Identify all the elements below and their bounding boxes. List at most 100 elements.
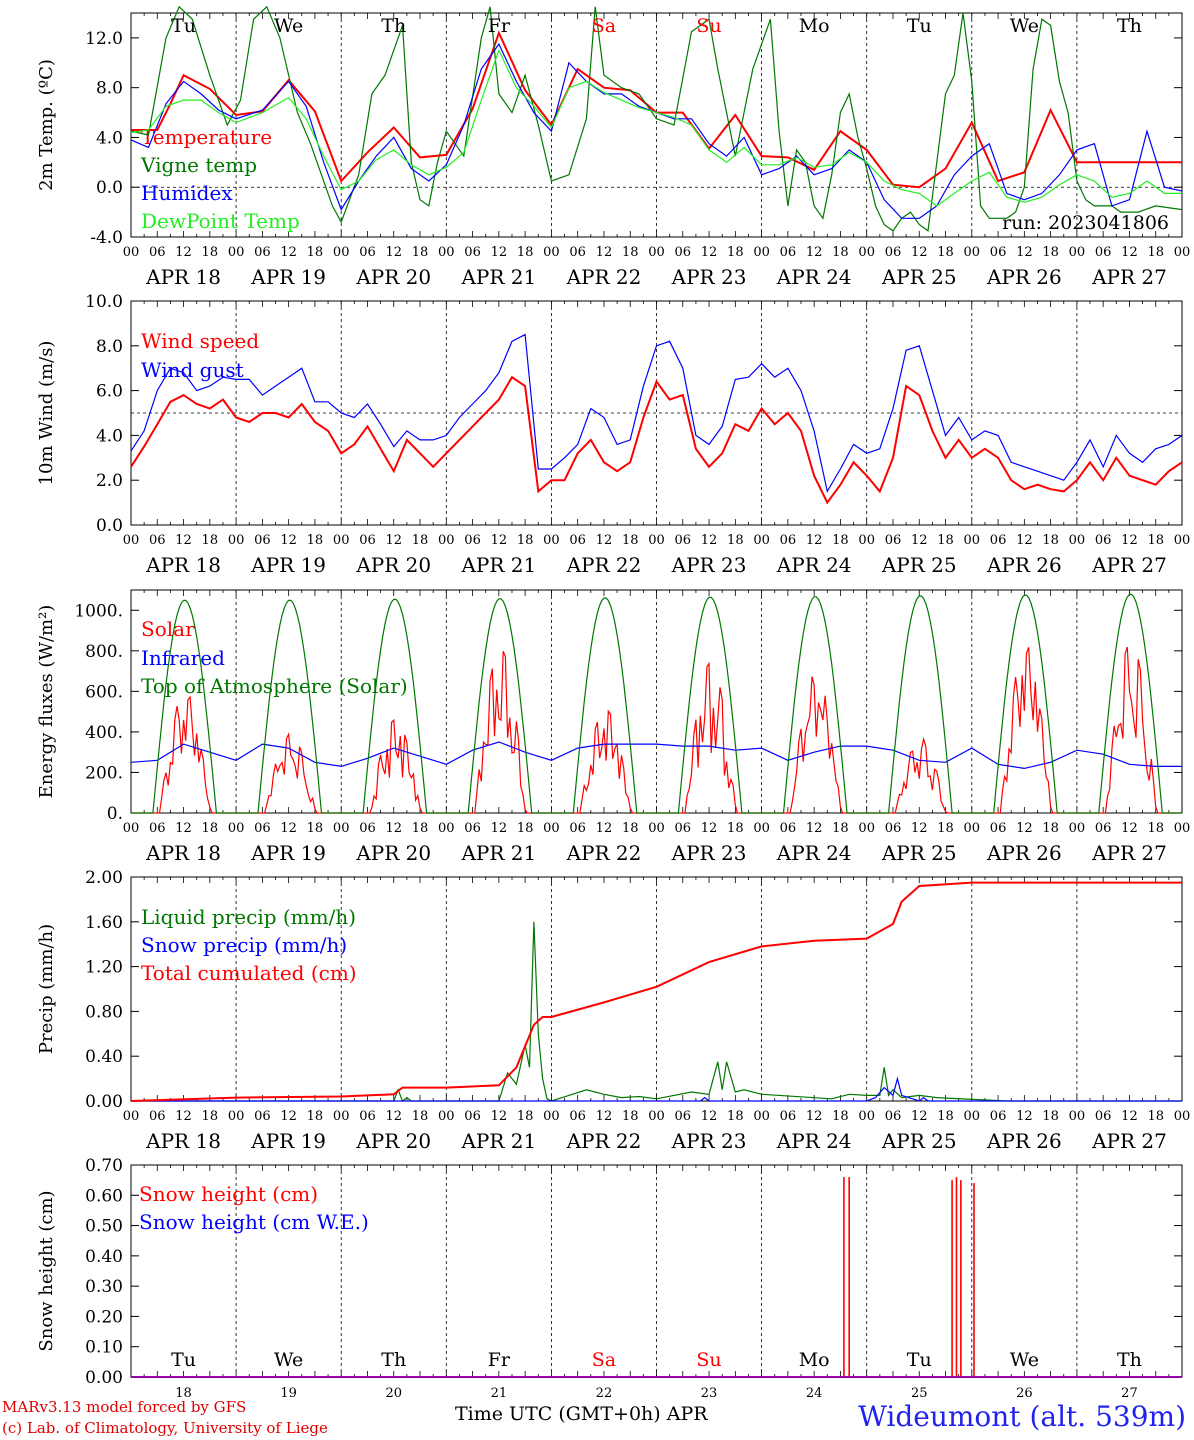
date-label: APR 22 (566, 841, 642, 865)
hour-tick-label: 18 (622, 821, 639, 836)
date-label: APR 22 (566, 553, 642, 577)
y-tick-label: 1.60 (85, 913, 123, 933)
legend-entry: Temperature (141, 125, 272, 149)
hour-tick-label: 06 (359, 1109, 376, 1124)
hour-tick-label: 06 (464, 821, 481, 836)
hour-tick-label: 06 (149, 821, 166, 836)
hour-tick-label: 12 (280, 821, 297, 836)
y-tick-label: 1.20 (85, 958, 123, 978)
hour-tick-label: 00 (1174, 821, 1191, 836)
hour-tick-label: 18 (937, 821, 954, 836)
y-tick-label: 8.0 (96, 79, 123, 99)
hour-tick-label: 12 (385, 821, 402, 836)
hour-tick-label: 18 (1147, 1109, 1164, 1124)
y-tick-label: 0.10 (85, 1338, 123, 1358)
y-tick-label: 10.0 (85, 292, 123, 312)
legend-entry: Wind speed (141, 329, 259, 353)
y-tick-label: 0.00 (85, 1368, 123, 1388)
y-tick-label: 2.0 (96, 471, 123, 491)
date-label: APR 18 (145, 553, 221, 577)
hour-tick-label: 18 (1147, 245, 1164, 260)
hour-tick-label: 06 (464, 245, 481, 260)
hour-tick-label: 00 (228, 1109, 245, 1124)
hour-tick-label: 00 (543, 245, 560, 260)
legend-entry: Humidex (141, 181, 233, 205)
hour-tick-label: 18 (727, 533, 744, 548)
hour-tick-label: 00 (1174, 245, 1191, 260)
legend-entry: Solar (141, 617, 195, 641)
hour-tick-label: 18 (727, 245, 744, 260)
date-label: APR 21 (460, 841, 536, 865)
hour-tick-label: 06 (254, 821, 271, 836)
weekday-label: Fr (488, 1349, 511, 1371)
hour-tick-label: 06 (359, 821, 376, 836)
x-axis-label: Time UTC (GMT+0h) APR (455, 1403, 708, 1425)
hour-tick-label: 00 (438, 533, 455, 548)
hour-tick-label: 12 (175, 821, 192, 836)
date-label: APR 27 (1091, 265, 1167, 289)
weekday-label: Th (381, 15, 406, 37)
y-tick-label: 4.0 (96, 426, 123, 446)
hour-tick-label: 18 (832, 821, 849, 836)
date-label: APR 25 (881, 841, 957, 865)
hour-tick-label: 18 (622, 1109, 639, 1124)
hour-tick-label: 00 (1069, 1109, 1086, 1124)
hour-tick-label: 06 (675, 533, 692, 548)
hour-tick-label: 12 (1121, 821, 1138, 836)
hour-tick-label: 06 (1095, 1109, 1112, 1124)
date-label: APR 21 (460, 1129, 536, 1153)
hour-tick-label: 12 (1121, 533, 1138, 548)
date-label: APR 25 (881, 553, 957, 577)
hour-tick-label: 00 (964, 533, 981, 548)
date-label: APR 21 (460, 265, 536, 289)
hour-tick-label: 12 (701, 1109, 718, 1124)
hour-tick-label: 18 (307, 1109, 324, 1124)
series-line-snow-precip-mm-h- (131, 1076, 1182, 1102)
date-label: APR 22 (566, 265, 642, 289)
hour-tick-label: 06 (149, 245, 166, 260)
hour-tick-label: 12 (385, 245, 402, 260)
date-label: APR 21 (460, 553, 536, 577)
hour-tick-label: 00 (123, 821, 140, 836)
hour-tick-label: 12 (491, 821, 508, 836)
hour-tick-label: 12 (701, 821, 718, 836)
hour-tick-label: 00 (543, 821, 560, 836)
hour-tick-label: 00 (964, 1109, 981, 1124)
date-label: APR 24 (776, 841, 852, 865)
weekday-label: Mo (799, 1349, 830, 1371)
weekday-label: Su (696, 15, 721, 37)
date-label: APR 18 (145, 1129, 221, 1153)
hour-tick-label: 00 (543, 1109, 560, 1124)
hour-tick-label: 06 (885, 533, 902, 548)
hour-tick-label: 18 (832, 245, 849, 260)
hour-tick-label: 18 (202, 821, 219, 836)
hour-tick-label: 00 (648, 821, 665, 836)
y-tick-label: 0. (107, 804, 123, 824)
hour-tick-label: 00 (753, 245, 770, 260)
hour-tick-label: 18 (202, 533, 219, 548)
weekday-label: Tu (907, 15, 932, 37)
hour-tick-label: 18 (832, 533, 849, 548)
day-number-label: 24 (806, 1386, 823, 1401)
date-label: APR 19 (250, 1129, 326, 1153)
hour-tick-label: 18 (937, 533, 954, 548)
hour-tick-label: 06 (990, 1109, 1007, 1124)
y-tick-label: 8.0 (96, 337, 123, 357)
legend-entry: Infrared (141, 646, 225, 670)
series-line-liquid-precip-mm-h- (131, 921, 1182, 1102)
hour-tick-label: 12 (806, 1109, 823, 1124)
hour-tick-label: 18 (517, 1109, 534, 1124)
y-tick-label: 0.0 (96, 178, 123, 198)
hour-tick-label: 00 (438, 1109, 455, 1124)
date-label: APR 18 (145, 841, 221, 865)
hour-tick-label: 12 (701, 533, 718, 548)
date-label: APR 27 (1091, 1129, 1167, 1153)
y-tick-label: 0.70 (85, 1156, 123, 1176)
hour-tick-label: 06 (885, 821, 902, 836)
hour-tick-label: 06 (254, 245, 271, 260)
hour-tick-label: 00 (964, 821, 981, 836)
date-label: APR 27 (1091, 553, 1167, 577)
hour-tick-label: 12 (806, 245, 823, 260)
hour-tick-label: 18 (412, 245, 429, 260)
plot-frame (130, 12, 1183, 238)
